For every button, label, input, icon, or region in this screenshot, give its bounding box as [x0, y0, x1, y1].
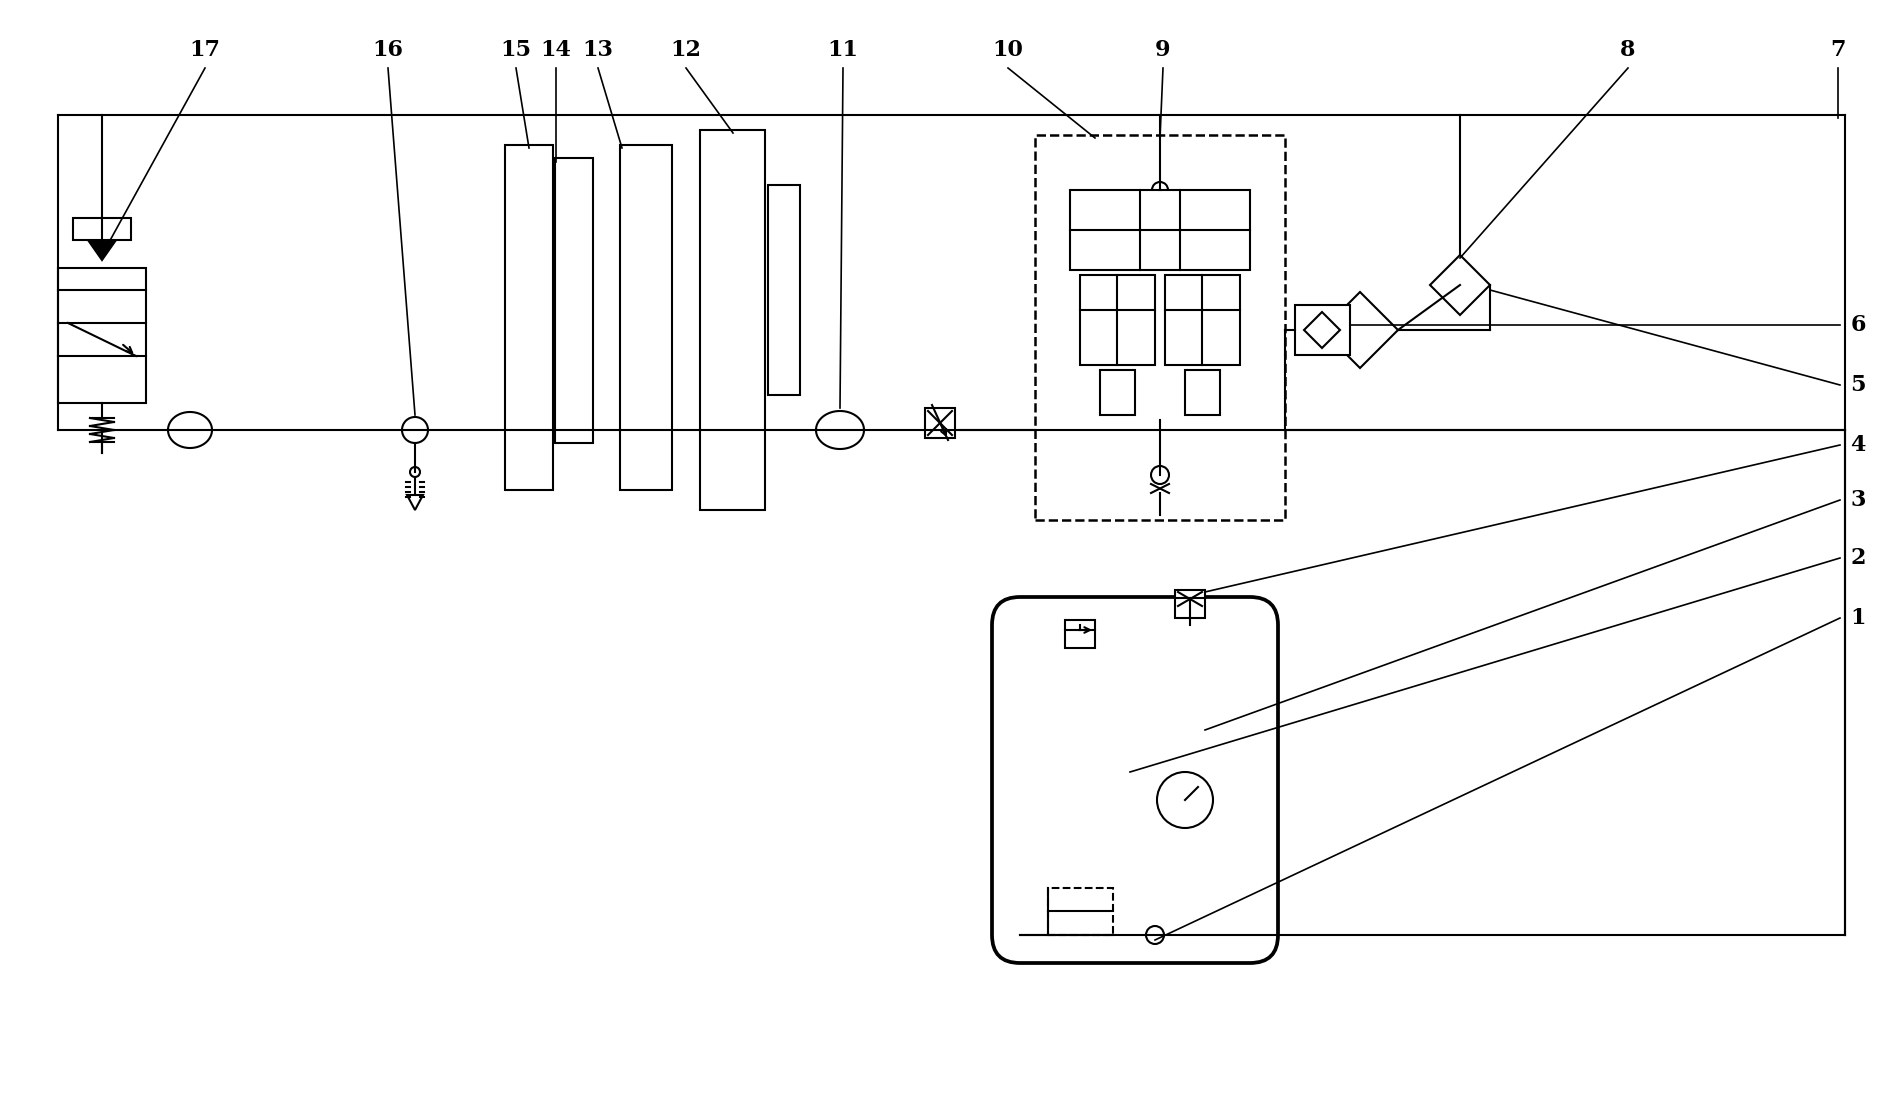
Circle shape — [1156, 772, 1213, 828]
Text: 10: 10 — [993, 39, 1023, 61]
Text: 9: 9 — [1154, 39, 1169, 61]
Bar — [699, 130, 765, 511]
Bar — [767, 185, 799, 394]
Circle shape — [402, 417, 429, 443]
Bar — [58, 269, 147, 403]
Text: 2: 2 — [1850, 547, 1865, 569]
Bar — [925, 408, 955, 438]
Bar — [555, 158, 592, 443]
Text: 5: 5 — [1850, 373, 1865, 396]
Bar — [73, 218, 132, 240]
Circle shape — [1145, 926, 1164, 944]
Bar — [1184, 370, 1220, 415]
Text: 7: 7 — [1829, 39, 1844, 61]
Circle shape — [1151, 182, 1167, 198]
Circle shape — [1151, 466, 1167, 484]
Text: 11: 11 — [827, 39, 857, 61]
Bar — [1070, 190, 1250, 270]
Bar — [1064, 620, 1094, 648]
Text: 16: 16 — [372, 39, 404, 61]
Text: 3: 3 — [1850, 490, 1865, 511]
Bar — [504, 145, 553, 490]
Polygon shape — [1429, 255, 1489, 315]
Bar — [1100, 370, 1134, 415]
Circle shape — [410, 467, 419, 477]
Polygon shape — [1322, 292, 1397, 368]
Polygon shape — [406, 495, 423, 511]
Polygon shape — [88, 240, 117, 260]
Bar — [1047, 888, 1113, 935]
Bar — [1034, 135, 1284, 520]
Bar — [1175, 590, 1205, 618]
Text: 8: 8 — [1619, 39, 1636, 61]
Bar — [620, 145, 671, 490]
Bar — [1293, 305, 1350, 355]
Bar — [1079, 275, 1154, 365]
Text: 17: 17 — [190, 39, 220, 61]
Text: 6: 6 — [1850, 314, 1865, 336]
Text: 14: 14 — [540, 39, 572, 61]
Polygon shape — [1303, 312, 1339, 348]
Text: 12: 12 — [669, 39, 701, 61]
Text: 1: 1 — [1850, 607, 1865, 629]
Bar — [1164, 275, 1239, 365]
Text: 15: 15 — [500, 39, 532, 61]
Text: 4: 4 — [1850, 434, 1865, 456]
FancyBboxPatch shape — [991, 597, 1277, 962]
Text: 13: 13 — [583, 39, 613, 61]
